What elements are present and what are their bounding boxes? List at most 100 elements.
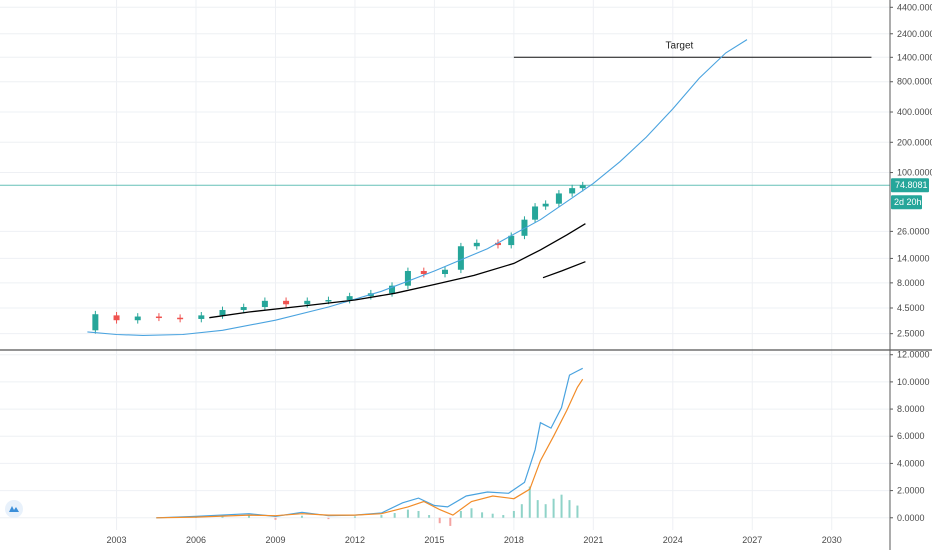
candle [555, 193, 562, 204]
y-tick-label: 10.0000 [897, 377, 930, 387]
candle [113, 315, 120, 321]
y-tick-label: 12.0000 [897, 350, 930, 360]
histogram-bar [417, 510, 420, 518]
axis: 2003 2006 2009 2012 2015 2018 2021 2024 2027 2030… [107, 0, 932, 550]
histogram-bar [247, 515, 250, 518]
candle [283, 300, 290, 305]
moving-average-line [209, 223, 586, 319]
parabolic-curve [87, 39, 748, 336]
candle [325, 300, 332, 302]
indicator-series [156, 367, 584, 519]
x-tick-label: 2027 [742, 535, 762, 545]
candle [508, 235, 515, 246]
histogram-bar [568, 500, 571, 518]
histogram-bar [528, 486, 531, 518]
y-tick-label: 4400.0000 [897, 2, 932, 12]
y-tick-label: 2.5000 [897, 329, 925, 339]
histogram-bar [353, 516, 356, 518]
y-tick-label: 0.0000 [897, 513, 925, 523]
candle [198, 315, 205, 319]
y-tick-label: 8.0000 [897, 278, 925, 288]
signal-line [156, 378, 584, 519]
candle [346, 296, 353, 301]
macd-line [156, 367, 583, 519]
candle [457, 246, 464, 270]
x-tick-label: 2009 [265, 535, 285, 545]
price-series [87, 39, 748, 336]
tradingview-cloud-icon[interactable] [5, 500, 23, 518]
histogram-bar [491, 513, 494, 518]
countdown-badge: 2d 20h [891, 195, 922, 210]
x-tick-label: 2018 [504, 535, 524, 545]
y-tick-label: 800.0000 [897, 77, 932, 87]
y-tick-label: 2.0000 [897, 486, 925, 496]
candles [92, 181, 586, 334]
histogram-bar [512, 510, 515, 518]
y-tick-label: 14.0000 [897, 253, 930, 263]
candle [569, 188, 576, 194]
candle [473, 242, 480, 247]
grid [0, 0, 890, 530]
y-tick-label: 26.0000 [897, 226, 930, 236]
candle [579, 185, 586, 189]
candle [521, 219, 528, 236]
histogram-bar [560, 494, 563, 518]
y-tick-label: 1400.0000 [897, 52, 932, 62]
trend-segment [542, 261, 586, 279]
candle [304, 300, 311, 305]
candle [261, 300, 268, 308]
histogram-bar [274, 517, 277, 520]
candle [389, 285, 396, 294]
indicator-histogram [168, 486, 579, 526]
y-tick-label: 200.0000 [897, 137, 932, 147]
histogram-bar [380, 515, 383, 518]
histogram-bar [221, 515, 224, 518]
candle [134, 316, 141, 321]
histogram-bar [393, 513, 396, 518]
countdown-label: 2d 20h [894, 197, 922, 207]
current-price-badge: 74.8081 [891, 178, 929, 193]
candle [219, 309, 226, 316]
current-price-label: 74.8081 [895, 180, 928, 190]
y-tick-label: 2400.0000 [897, 29, 932, 39]
candle [494, 242, 501, 246]
histogram-bar [438, 517, 441, 524]
histogram-bar [520, 504, 523, 518]
y-tick-label: 6.0000 [897, 431, 925, 441]
target-annotation-label: Target [666, 40, 694, 51]
candle [92, 314, 99, 331]
histogram-bar [406, 509, 409, 518]
candle [420, 270, 427, 274]
x-tick-label: 2021 [583, 535, 603, 545]
y-tick-label: 4.0000 [897, 458, 925, 468]
x-tick-label: 2003 [107, 535, 127, 545]
histogram-bar [327, 517, 330, 520]
histogram-bar [428, 515, 431, 518]
candle [155, 316, 162, 319]
histogram-bar [502, 515, 505, 518]
histogram-bar [470, 508, 473, 518]
histogram-bar [536, 500, 539, 518]
histogram-bar [544, 504, 547, 518]
x-tick-label: 2024 [663, 535, 683, 545]
histogram-bar [300, 515, 303, 518]
candle [542, 203, 549, 207]
x-tick-label: 2030 [822, 535, 842, 545]
x-tick-label: 2015 [424, 535, 444, 545]
candle [404, 270, 411, 286]
candle [240, 307, 247, 310]
y-tick-label: 8.0000 [897, 404, 925, 414]
histogram-bar [576, 505, 579, 518]
histogram-bar [481, 512, 484, 518]
histogram-bar [459, 510, 462, 518]
y-tick-label: 100.0000 [897, 168, 932, 178]
candle [532, 206, 539, 220]
y-tick-label: 4.5000 [897, 303, 925, 313]
x-tick-label: 2006 [186, 535, 206, 545]
x-tick-label: 2012 [345, 535, 365, 545]
histogram-bar [449, 517, 452, 526]
y-tick-label: 400.0000 [897, 107, 932, 117]
candle [177, 317, 184, 320]
histogram-bar [552, 498, 555, 518]
